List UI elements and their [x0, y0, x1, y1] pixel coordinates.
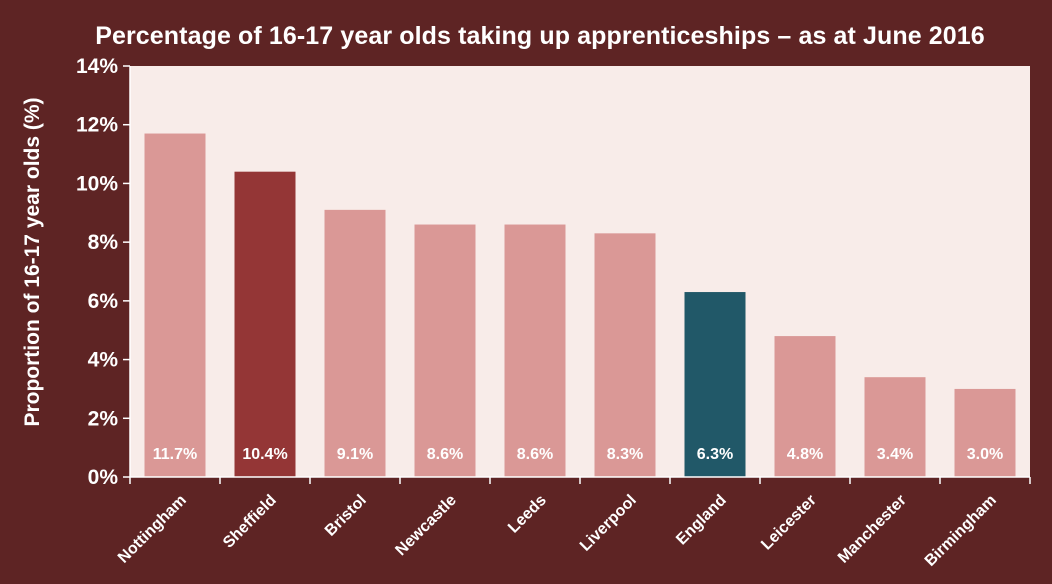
- data-label: 10.4%: [242, 446, 287, 463]
- chart-title: Percentage of 16-17 year olds taking up …: [95, 22, 985, 50]
- x-tick-label: Sheffield: [220, 492, 280, 552]
- x-tick-label: Leeds: [505, 492, 550, 537]
- y-tick-label: 14%: [76, 55, 118, 78]
- x-tick-label: Newcastle: [392, 492, 459, 559]
- y-tick-label: 4%: [88, 349, 119, 372]
- data-label: 8.6%: [427, 446, 463, 463]
- x-tick-label: Manchester: [835, 492, 910, 567]
- bar-newcastle: [414, 224, 476, 477]
- data-label: 6.3%: [697, 446, 733, 463]
- x-tick-label: Bristol: [322, 492, 370, 540]
- bar-nottingham: [144, 133, 206, 477]
- x-tick-label: England: [673, 492, 730, 549]
- data-label: 11.7%: [153, 446, 197, 463]
- bar-leicester: [774, 336, 836, 477]
- y-tick-label: 0%: [88, 466, 119, 489]
- bar-leeds: [504, 224, 566, 477]
- bar-manchester: [864, 377, 926, 477]
- bar-sheffield: [234, 171, 296, 477]
- data-label: 3.0%: [967, 446, 1003, 463]
- data-label: 8.3%: [607, 446, 643, 463]
- data-label: 3.4%: [877, 446, 913, 463]
- y-tick-label: 12%: [76, 114, 118, 137]
- y-tick-label: 6%: [88, 290, 119, 313]
- y-tick-label: 10%: [76, 172, 118, 195]
- y-tick-label: 2%: [88, 407, 119, 430]
- x-tick-label: Nottingham: [115, 492, 190, 567]
- x-tick-label: Liverpool: [577, 492, 640, 555]
- bar-england: [684, 292, 746, 477]
- bar-liverpool: [594, 233, 656, 477]
- x-tick-label: Leicester: [758, 492, 820, 554]
- bar-bristol: [324, 209, 386, 477]
- data-label: 9.1%: [337, 446, 373, 463]
- data-label: 8.6%: [517, 446, 553, 463]
- y-tick-label: 8%: [88, 231, 119, 254]
- bar-birmingham: [954, 388, 1016, 477]
- data-label: 4.8%: [787, 446, 823, 463]
- x-tick-label: Birmingham: [922, 492, 1000, 570]
